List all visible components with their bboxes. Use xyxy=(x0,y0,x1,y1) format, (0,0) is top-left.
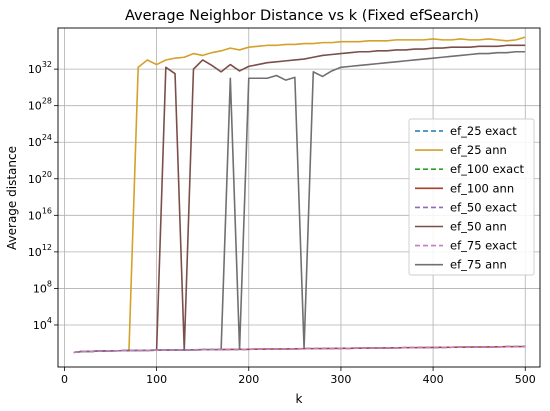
legend-label: ef_100 exact xyxy=(450,162,525,176)
x-tick-label: 400 xyxy=(423,373,444,386)
x-axis-label: k xyxy=(296,392,303,406)
plot-frame xyxy=(57,27,541,368)
plot-lines xyxy=(73,36,526,354)
chart-title: Average Neighbor Distance vs k (Fixed ef… xyxy=(125,8,479,24)
y-tick-label: 1032 xyxy=(28,60,52,76)
y-tick-label: 108 xyxy=(33,279,52,295)
y-axis-label: Average distance xyxy=(5,146,19,250)
y-tick-label: 1016 xyxy=(28,206,52,222)
x-tick-label: 300 xyxy=(330,373,351,386)
y-tick-label: 1024 xyxy=(28,133,52,149)
series-line-ef_75-exact xyxy=(73,345,526,354)
x-axis-ticks: 0 100 200 300 400 500 xyxy=(61,367,536,386)
legend-label: ef_50 ann xyxy=(450,220,507,234)
legend-label: ef_100 ann xyxy=(450,181,514,195)
legend-label: ef_25 exact xyxy=(450,124,517,138)
x-tick-label: 500 xyxy=(515,373,536,386)
y-tick-label: 1012 xyxy=(28,243,52,259)
legend-label: ef_75 ann xyxy=(450,258,507,272)
series-line-ef_25-ann xyxy=(73,36,526,354)
y-tick-label: 104 xyxy=(33,316,52,332)
x-tick-label: 200 xyxy=(238,373,259,386)
y-tick-label: 1020 xyxy=(28,170,52,186)
legend-label: ef_25 ann xyxy=(450,143,507,157)
x-tick-label: 100 xyxy=(146,373,167,386)
y-tick-label: 1028 xyxy=(28,97,52,113)
legend-box xyxy=(408,118,535,276)
legend-label: ef_75 exact xyxy=(450,239,517,253)
y-axis-ticks: 104 108 1012 1016 1020 1024 1028 1032 xyxy=(28,60,58,332)
x-tick-label: 0 xyxy=(61,373,68,386)
legend-label: ef_50 exact xyxy=(450,200,517,214)
legend: ef_25 exact ef_25 ann ef_100 exact ef_100 a… xyxy=(408,118,535,276)
